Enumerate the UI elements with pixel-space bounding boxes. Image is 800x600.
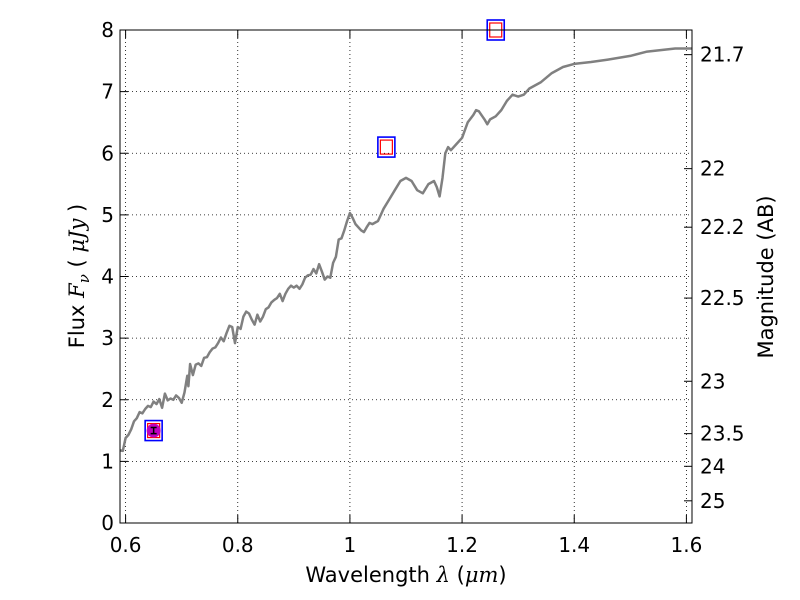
x-tick-label: 1 xyxy=(344,533,357,557)
y-tick-label: 6 xyxy=(101,141,114,165)
y2-tick-label: 23.5 xyxy=(700,422,745,446)
y-tick-label: 0 xyxy=(101,511,114,535)
y2-tick-label: 21.7 xyxy=(700,43,745,67)
y2-tick-label: 22 xyxy=(700,157,725,181)
model-photometry-box xyxy=(144,419,163,442)
y-tick-label: 7 xyxy=(101,80,114,104)
x-tick-label: 1.4 xyxy=(558,533,590,557)
y-tick-label: 5 xyxy=(101,203,114,227)
y-tick-label: 4 xyxy=(101,265,114,289)
y-tick-label: 1 xyxy=(101,449,114,473)
y2-tick-label: 24 xyxy=(700,454,725,478)
x-axis-label: Wavelength λ (μm) xyxy=(305,563,506,587)
y2-tick-label: 22.2 xyxy=(700,215,745,239)
x-tick-label: 1.6 xyxy=(670,533,702,557)
y-tick-label: 2 xyxy=(101,388,114,412)
y2-tick-label: 25 xyxy=(700,489,725,513)
y-tick-label: 8 xyxy=(101,18,114,42)
x-tick-label: 0.8 xyxy=(222,533,254,557)
y2-tick-label: 22.5 xyxy=(700,286,745,310)
model-photometry-box xyxy=(377,136,396,158)
model-photometry-box-inner xyxy=(379,139,393,155)
model-spectrum-line xyxy=(120,47,692,453)
y2-axis-label: Magnitude (AB) xyxy=(754,195,778,358)
axis-ticks xyxy=(120,29,692,524)
y-axis-label: Flux Fν ( μJy ) xyxy=(65,204,93,348)
y2-tick-label: 23 xyxy=(700,369,725,393)
y-tick-label: 3 xyxy=(101,326,114,350)
x-tick-label: 1.2 xyxy=(446,533,478,557)
x-tick-label: 0.6 xyxy=(110,533,142,557)
data-layer xyxy=(120,47,692,453)
